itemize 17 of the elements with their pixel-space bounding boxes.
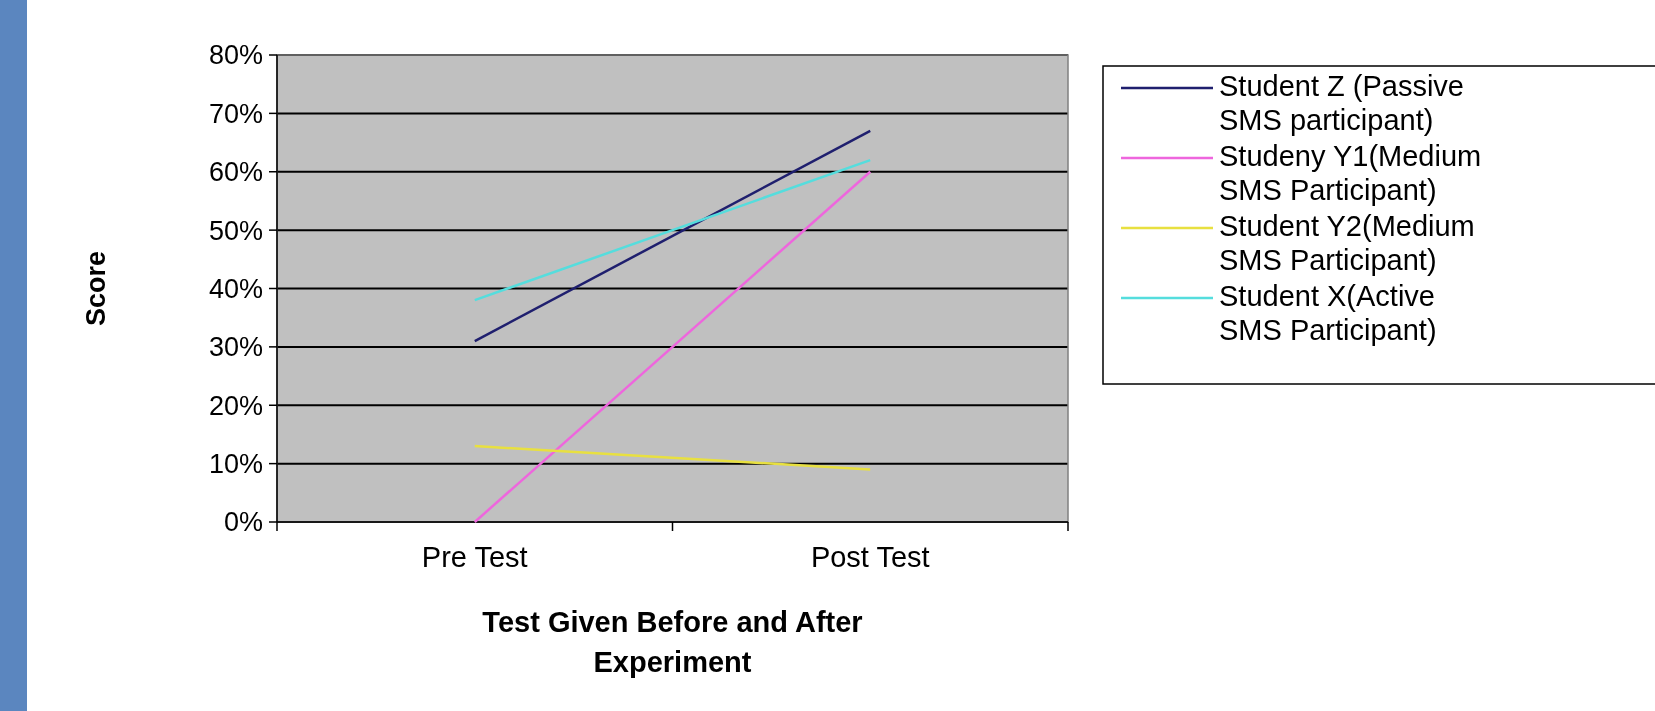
y-tick-label: 50% xyxy=(208,215,263,246)
y-tick-label: 70% xyxy=(208,98,263,129)
y-tick-label: 10% xyxy=(208,449,263,480)
y-tick-label: 80% xyxy=(208,40,263,71)
legend-label: Student Y2(Medium SMS Participant) xyxy=(1219,210,1475,276)
y-tick-label: 60% xyxy=(208,157,263,188)
y-tick-label: 0% xyxy=(223,507,263,538)
y-tick-label: 20% xyxy=(208,390,263,421)
legend-label: Studeny Y1(Medium SMS Participant) xyxy=(1219,140,1482,206)
y-tick-label: 30% xyxy=(208,332,263,363)
legend-label: Student Z (Passive SMS participant) xyxy=(1219,70,1464,136)
y-axis-title: Score xyxy=(81,250,111,327)
x-tick-label: Post Test xyxy=(810,541,930,573)
x-axis-title: Test Given Before and After Experiment xyxy=(482,606,863,678)
legend-label: Student X(Active SMS Participant) xyxy=(1219,280,1437,346)
x-tick-label: Pre Test xyxy=(421,541,528,573)
y-tick-label: 40% xyxy=(208,273,263,304)
